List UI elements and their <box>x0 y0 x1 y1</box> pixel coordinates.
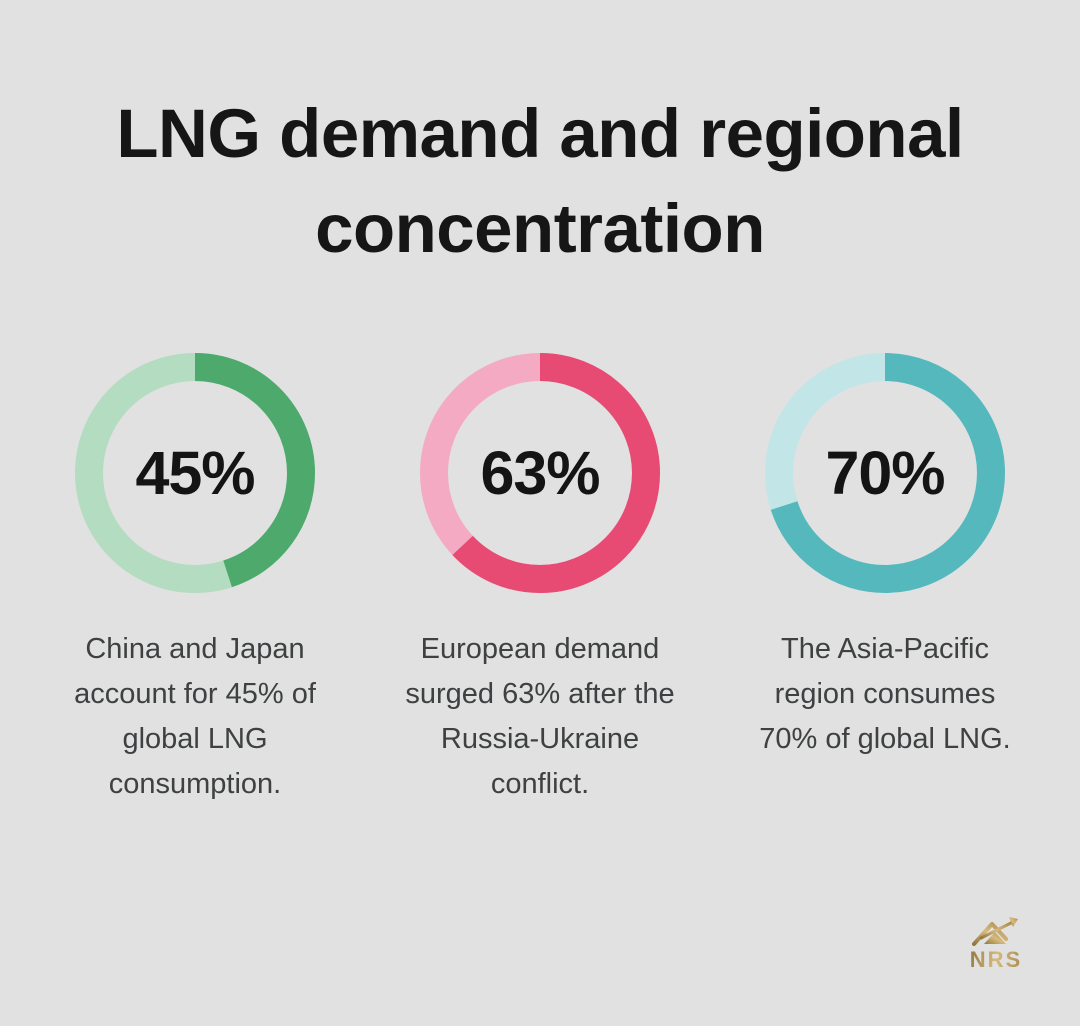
caption-line: consumption. <box>108 768 282 800</box>
percent-label-70: 70% <box>825 439 945 507</box>
page-title-line-1: LNG demand and regional <box>116 95 964 172</box>
caption-europe: European demand surged 63% after the Rus… <box>405 627 674 807</box>
percent-label-45: 45% <box>135 439 255 507</box>
caption-line: The Asia-Pacific <box>781 633 989 665</box>
caption-asia-pacific: The Asia-Pacific region consumes 70% of … <box>759 627 1010 762</box>
stat-card-china-japan: 45% China and Japan account for 45% of g… <box>40 353 350 807</box>
donut-chart-70: 70% <box>765 353 1005 593</box>
caption-line: 70% of global LNG. <box>759 723 1011 755</box>
donut-value-arc-70 <box>765 353 1005 593</box>
mountain-arrow-icon <box>972 917 1018 946</box>
caption-line: surged 63% after the <box>405 678 675 710</box>
caption-line: Russia-Ukraine <box>440 723 640 755</box>
donut-chart-63: 63% <box>420 353 660 593</box>
donut-value-arc-45 <box>75 353 315 593</box>
donut-svg-63 <box>420 353 660 593</box>
donut-svg-45 <box>75 353 315 593</box>
caption-china-japan: China and Japan account for 45% of globa… <box>74 627 316 807</box>
nrs-logo-text: NRS <box>969 947 1023 972</box>
caption-line: European demand <box>420 633 660 665</box>
donut-chart-45: 45% <box>75 353 315 593</box>
caption-line: region consumes <box>774 678 996 710</box>
donut-svg-70 <box>765 353 1005 593</box>
caption-line: global LNG <box>122 723 268 755</box>
page-title-line-2: concentration <box>315 190 765 267</box>
caption-line: account for 45% of <box>74 678 316 710</box>
page-title: LNG demand and regional concentration <box>0 86 1080 276</box>
nrs-logo: NRS <box>968 916 1024 973</box>
caption-line: China and Japan <box>85 633 305 665</box>
caption-line: conflict. <box>490 768 590 800</box>
stats-row: 45% China and Japan account for 45% of g… <box>40 353 1040 807</box>
stat-card-europe: 63% European demand surged 63% after the… <box>385 353 695 807</box>
donut-value-arc-63 <box>420 353 660 593</box>
stat-card-asia-pacific: 70% The Asia-Pacific region consumes 70%… <box>730 353 1040 807</box>
percent-label-63: 63% <box>480 439 600 507</box>
